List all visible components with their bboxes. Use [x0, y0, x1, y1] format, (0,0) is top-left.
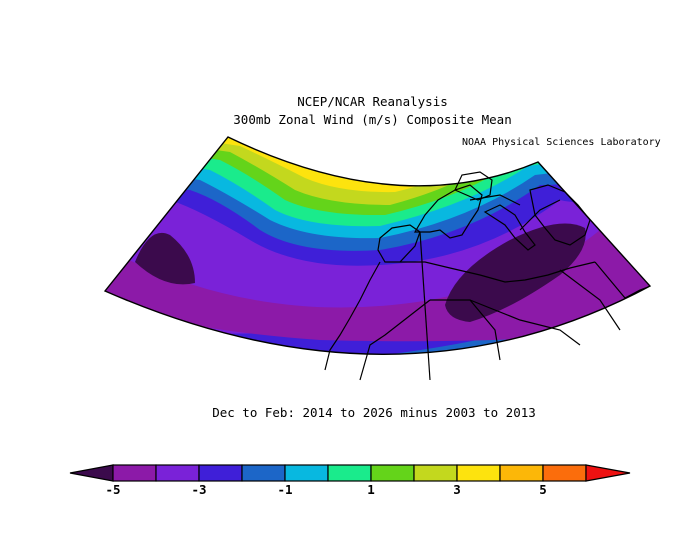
colorbar-swatch-10: [499, 464, 544, 482]
colorbar: -5 -3 -1 1 3 5: [69, 464, 631, 497]
credit-label: NOAA Physical Sciences Laboratory: [462, 137, 661, 148]
colorbar-swatch-9: [456, 464, 501, 482]
colorbar-swatch-2: [155, 464, 200, 482]
colorbar-tick-label: -5: [105, 482, 120, 497]
iberia-coast: [377, 224, 421, 263]
colorbar-swatch-1: [112, 464, 157, 482]
colorbar-tick-label: -3: [191, 482, 206, 497]
plot-subtitle-variable: 300mb Zonal Wind (m/s) Composite Mean: [233, 112, 512, 127]
west-africa-coast: [324, 261, 381, 371]
field-band-north-yellow: [105, 137, 650, 193]
border-2: [359, 299, 431, 381]
border-7: [469, 194, 521, 206]
balkans-coast: [529, 184, 591, 246]
border-1: [419, 231, 431, 381]
colorbar-tick-label: 5: [539, 482, 547, 497]
colorbar-swatch-7: [370, 464, 415, 482]
colorbar-arrow-high: [585, 464, 631, 482]
field-core-east: [445, 223, 586, 322]
colorbar-tick-label: -1: [277, 482, 292, 497]
colorbar-swatch-5: [284, 464, 329, 482]
colorbar-arrow-low: [69, 464, 114, 482]
france-coast: [413, 184, 483, 239]
map-outline: [103, 136, 652, 355]
wind-anomaly-field: [105, 137, 650, 355]
coastlines: [324, 171, 649, 381]
field-core-west: [135, 232, 195, 285]
colorbar-swatch-11: [542, 464, 587, 482]
field-band-mid-purple: [105, 230, 650, 342]
colorbar-swatch-6: [327, 464, 372, 482]
border-5: [559, 269, 621, 331]
north-africa-coast: [400, 261, 596, 283]
colorbar-swatch-3: [198, 464, 243, 482]
border-6: [519, 199, 561, 231]
plot-title: NCEP/NCAR Reanalysis: [297, 94, 448, 109]
italy-coast: [483, 204, 536, 251]
border-4: [469, 299, 581, 346]
border-3: [430, 299, 501, 361]
colorbar-swatch-4: [241, 464, 286, 482]
britain-coast: [454, 171, 493, 201]
composite-period-label: Dec to Feb: 2014 to 2026 minus 2003 to 2…: [212, 405, 536, 420]
field-band-north-olive: [105, 137, 650, 205]
colorbar-swatch-8: [413, 464, 458, 482]
colorbar-tick-label: 1: [367, 482, 375, 497]
colorbar-tick-label: 3: [453, 482, 461, 497]
